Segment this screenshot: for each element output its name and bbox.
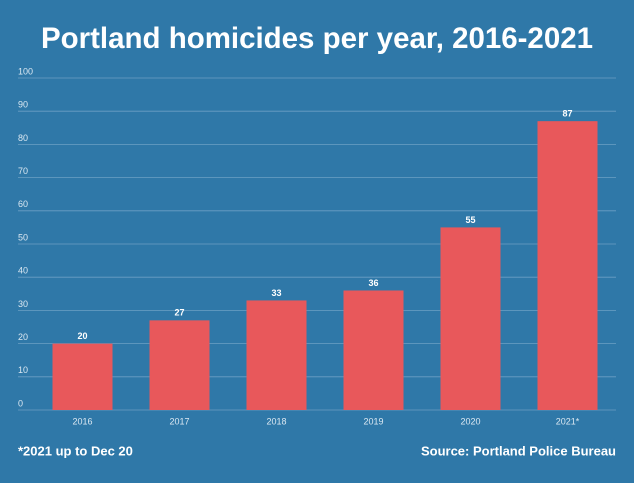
y-tick-label: 30 [18,299,28,309]
y-tick-label: 80 [18,133,28,143]
chart-title: Portland homicides per year, 2016-2021 [41,22,593,55]
x-tick-label: 2016 [72,416,92,426]
x-tick-label: 2020 [460,416,480,426]
y-tick-label: 20 [18,332,28,342]
y-tick-label: 100 [18,66,33,76]
bar [246,300,307,410]
data-label: 33 [271,288,281,298]
data-label: 20 [77,331,87,341]
x-tick-label: 2017 [169,416,189,426]
bar [149,320,210,410]
x-tick-label: 2019 [363,416,383,426]
data-label: 55 [465,215,475,225]
bar [537,121,598,410]
y-tick-label: 10 [18,365,28,375]
y-tick-label: 90 [18,100,28,110]
x-tick-label: 2021* [556,416,580,426]
footnote: *2021 up to Dec 20 [18,443,133,458]
data-label: 36 [368,278,378,288]
bar [52,343,113,410]
y-tick-label: 50 [18,232,28,242]
y-tick-label: 70 [18,166,28,176]
y-tick-label: 60 [18,199,28,209]
data-label: 27 [174,308,184,318]
bar [343,290,404,410]
source: Source: Portland Police Bureau [421,443,616,458]
bar [440,227,501,410]
data-label: 87 [562,109,572,119]
y-tick-label: 0 [18,398,23,408]
x-tick-label: 2018 [266,416,286,426]
y-tick-label: 40 [18,266,28,276]
